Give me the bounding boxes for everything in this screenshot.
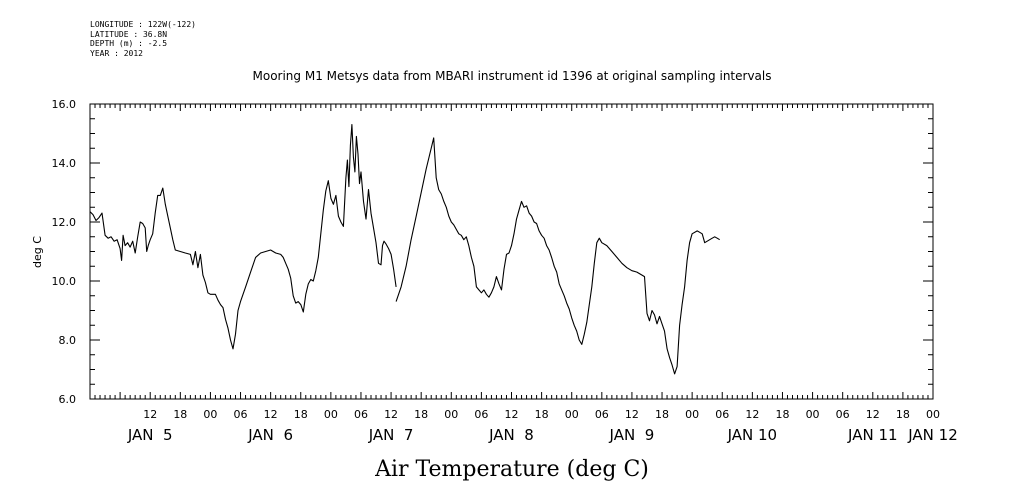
- x-day-label: JAN 6: [247, 426, 293, 444]
- x-day-label: JAN 11: [847, 426, 898, 444]
- series-line: [89, 124, 397, 350]
- series-line: [395, 137, 720, 375]
- chart-title: Mooring M1 Metsys data from MBARI instru…: [253, 69, 772, 83]
- metadata-longitude: LONGITUDE : 122W(-122): [90, 20, 196, 29]
- x-hour-tick-label: 00: [324, 408, 338, 421]
- metadata-year: YEAR : 2012: [90, 48, 143, 58]
- metadata-block: LONGITUDE : 122W(-122) LATITUDE : 36.8N …: [90, 20, 196, 58]
- y-axis: 6.0 8.0 10.0 12.0 14.0 16.0: [52, 98, 933, 406]
- x-hour-tick-label: 06: [354, 408, 368, 421]
- x-hour-tick-label: 12: [745, 408, 759, 421]
- metadata-depth: DEPTH (m) : -2.5: [90, 39, 168, 48]
- y-axis-label: deg C: [31, 236, 44, 268]
- x-hour-tick-label: 00: [444, 408, 458, 421]
- x-day-label: JAN 12: [907, 426, 958, 444]
- x-hour-tick-label: 06: [595, 408, 609, 421]
- x-hour-tick-label: 18: [294, 408, 308, 421]
- x-hour-tick-label: 06: [474, 408, 488, 421]
- x-day-label: JAN 10: [727, 426, 778, 444]
- series-layer: [89, 124, 720, 375]
- x-hour-tick-label: 06: [234, 408, 248, 421]
- y-tick-label: 12.0: [52, 216, 77, 229]
- y-tick-label: 8.0: [59, 334, 77, 347]
- x-hour-tick-label: 18: [896, 408, 910, 421]
- y-tick-label: 16.0: [52, 98, 77, 111]
- x-hour-tick-label: 18: [173, 408, 187, 421]
- x-day-label: JAN 7: [368, 426, 414, 444]
- x-hour-tick-label: 12: [866, 408, 880, 421]
- y-tick-label: 10.0: [52, 275, 77, 288]
- x-hour-tick-label: 00: [806, 408, 820, 421]
- y-tick-label: 14.0: [52, 157, 77, 170]
- x-hour-tick-label: 00: [203, 408, 217, 421]
- x-hour-tick-label: 18: [775, 408, 789, 421]
- x-hour-tick-label: 12: [384, 408, 398, 421]
- plot-frame: [89, 103, 934, 400]
- metadata-latitude: LATITUDE : 36.8N: [90, 29, 168, 39]
- x-axis-label: Air Temperature (deg C): [374, 457, 649, 482]
- x-hour-tick-label: 18: [655, 408, 669, 421]
- x-hour-tick-label: 12: [625, 408, 639, 421]
- x-day-label: JAN 5: [127, 426, 173, 444]
- y-tick-label: 6.0: [59, 393, 77, 406]
- x-axis: 12 18 00 06 12 18 00 06 12 18 00 06 12 18 00 06 12 18 00 06…: [89, 104, 958, 444]
- x-hour-tick-label: 12: [505, 408, 519, 421]
- x-hour-tick-label: 06: [836, 408, 850, 421]
- x-hour-tick-label: 06: [715, 408, 729, 421]
- x-day-label: JAN 8: [488, 426, 534, 444]
- x-hour-tick-label: 12: [143, 408, 157, 421]
- x-hour-tick-label: 00: [685, 408, 699, 421]
- x-day-label: JAN 9: [609, 426, 655, 444]
- x-hour-tick-label: 00: [926, 408, 940, 421]
- x-hour-tick-label: 00: [565, 408, 579, 421]
- x-hour-tick-label: 12: [264, 408, 278, 421]
- x-hour-tick-label: 18: [414, 408, 428, 421]
- x-hour-tick-label: 18: [535, 408, 549, 421]
